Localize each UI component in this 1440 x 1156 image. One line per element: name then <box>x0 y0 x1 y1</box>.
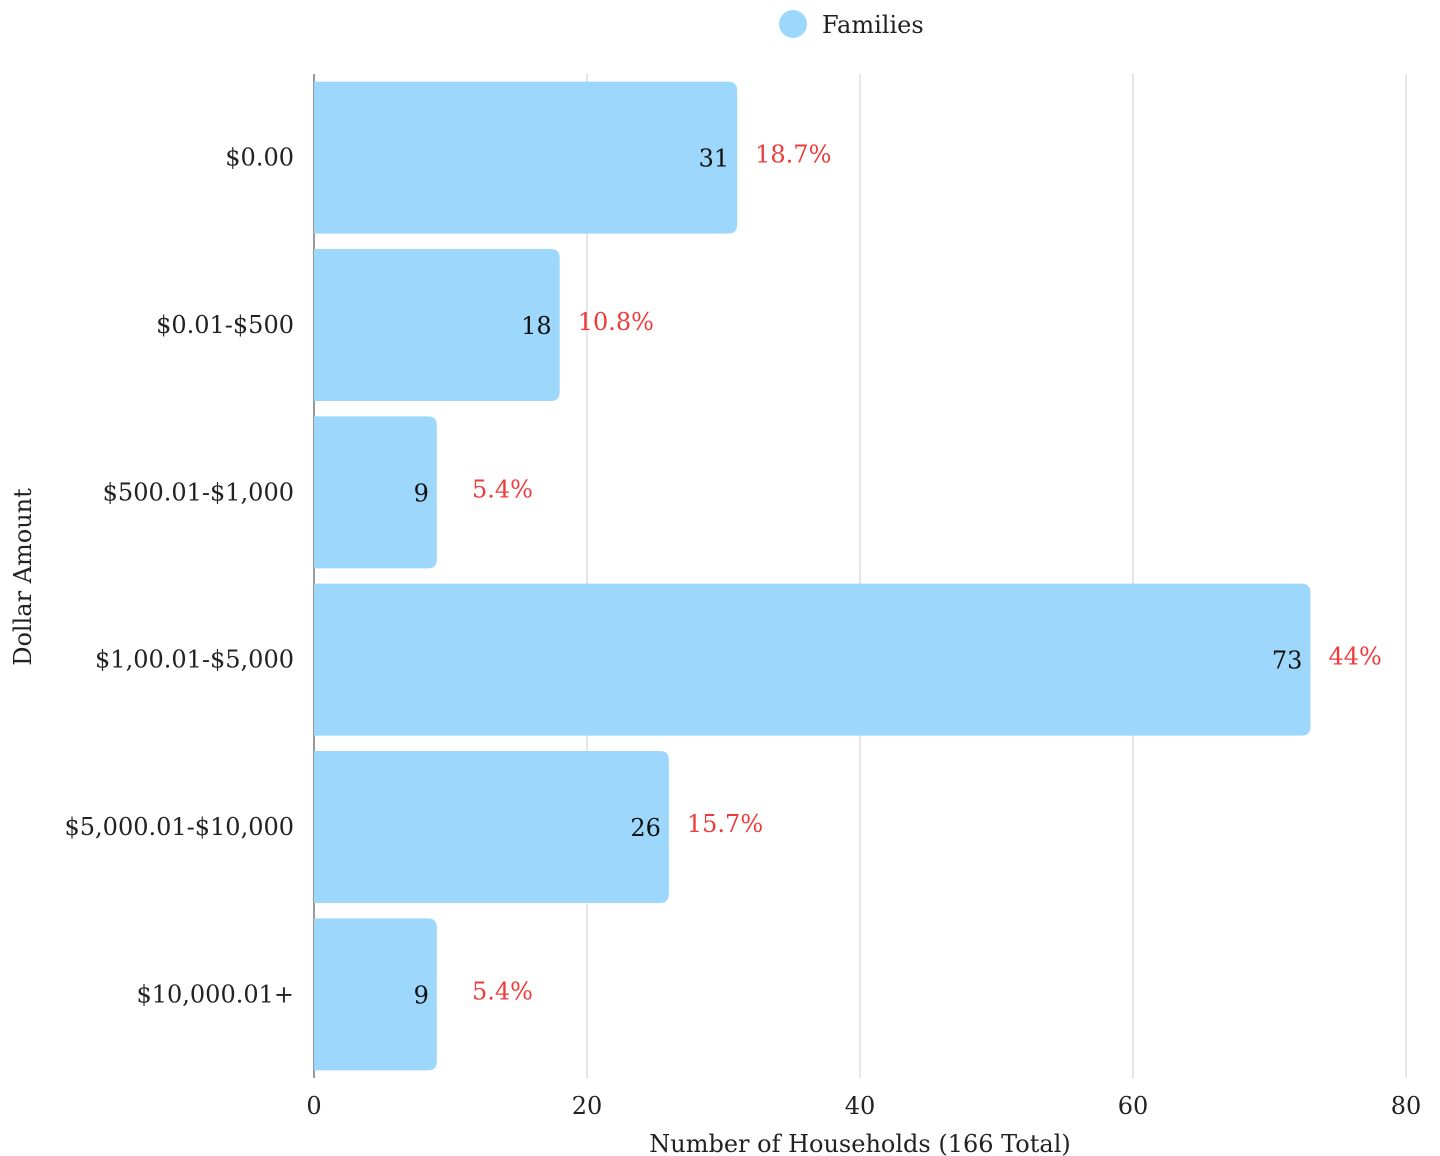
bar <box>314 583 1311 736</box>
legend-label-families: Families <box>822 11 924 39</box>
bar-value-label: 9 <box>414 981 429 1009</box>
x-tick-label: 60 <box>1118 1092 1149 1120</box>
bars <box>314 81 1311 1071</box>
y-category-label: $0.01-$500 <box>156 311 294 339</box>
y-category-label: $5,000.01-$10,000 <box>65 813 295 841</box>
bar-percent-label: 5.4% <box>472 475 533 503</box>
legend-swatch-families <box>779 10 807 38</box>
x-tick-label: 20 <box>572 1092 603 1120</box>
bar <box>314 918 437 1071</box>
y-category-label: $500.01-$1,000 <box>103 478 294 506</box>
bar-value-label: 9 <box>414 479 429 507</box>
x-tick-label: 80 <box>1391 1092 1422 1120</box>
x-axis-title: Number of Households (166 Total) <box>649 1130 1070 1156</box>
y-axis-title: Dollar Amount <box>9 488 37 666</box>
bar-percent-label: 15.7% <box>687 810 763 838</box>
bar-percent-label: 18.7% <box>755 141 831 169</box>
bar-value-label: 73 <box>1272 647 1303 675</box>
bar-percent-label: 44% <box>1328 643 1381 671</box>
bar <box>314 416 437 569</box>
bar-value-label: 31 <box>699 145 730 173</box>
bar <box>314 81 738 234</box>
bar-value-label: 18 <box>521 312 552 340</box>
y-category-label: $10,000.01+ <box>136 980 294 1008</box>
y-category-label: $0.00 <box>225 144 294 172</box>
bar <box>314 249 560 401</box>
y-axis-category-labels: $0.00 $0.01-$500 $500.01-$1,000 $1,00.01-$5… <box>65 144 295 1009</box>
data-labels: 31 18.7% 18 10.8% 9 5.4% 73 44% 26 15.7% 9 5.4% <box>414 141 1382 1010</box>
gridlines <box>313 74 1407 1078</box>
x-tick-label: 40 <box>845 1092 876 1120</box>
legend: Families <box>779 10 924 39</box>
bar <box>314 751 669 903</box>
x-tick-label: 0 <box>306 1092 321 1120</box>
y-category-label: $1,00.01-$5,000 <box>95 646 294 674</box>
bar-percent-label: 10.8% <box>578 308 654 336</box>
bar-value-label: 26 <box>630 814 661 842</box>
bar-percent-label: 5.4% <box>472 977 533 1005</box>
x-axis-tick-labels: 0 20 40 60 80 <box>306 1092 1421 1120</box>
